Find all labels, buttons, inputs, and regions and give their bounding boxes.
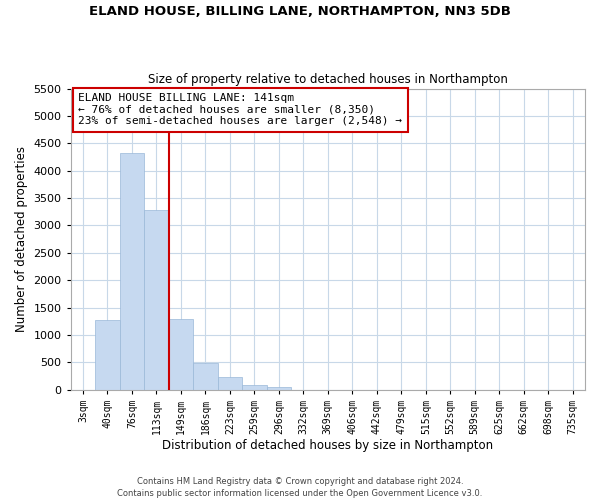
Text: ELAND HOUSE BILLING LANE: 141sqm
← 76% of detached houses are smaller (8,350)
23: ELAND HOUSE BILLING LANE: 141sqm ← 76% o…: [79, 93, 403, 126]
Bar: [266, 387, 291, 390]
Text: Contains HM Land Registry data © Crown copyright and database right 2024.
Contai: Contains HM Land Registry data © Crown c…: [118, 476, 482, 498]
Bar: [95, 320, 119, 390]
Bar: [144, 210, 169, 390]
X-axis label: Distribution of detached houses by size in Northampton: Distribution of detached houses by size …: [162, 440, 493, 452]
Bar: [169, 319, 193, 390]
Bar: [218, 377, 242, 390]
Text: ELAND HOUSE, BILLING LANE, NORTHAMPTON, NN3 5DB: ELAND HOUSE, BILLING LANE, NORTHAMPTON, …: [89, 5, 511, 18]
Bar: [242, 385, 266, 390]
Bar: [119, 153, 144, 390]
Y-axis label: Number of detached properties: Number of detached properties: [15, 146, 28, 332]
Bar: [193, 364, 218, 390]
Title: Size of property relative to detached houses in Northampton: Size of property relative to detached ho…: [148, 73, 508, 86]
